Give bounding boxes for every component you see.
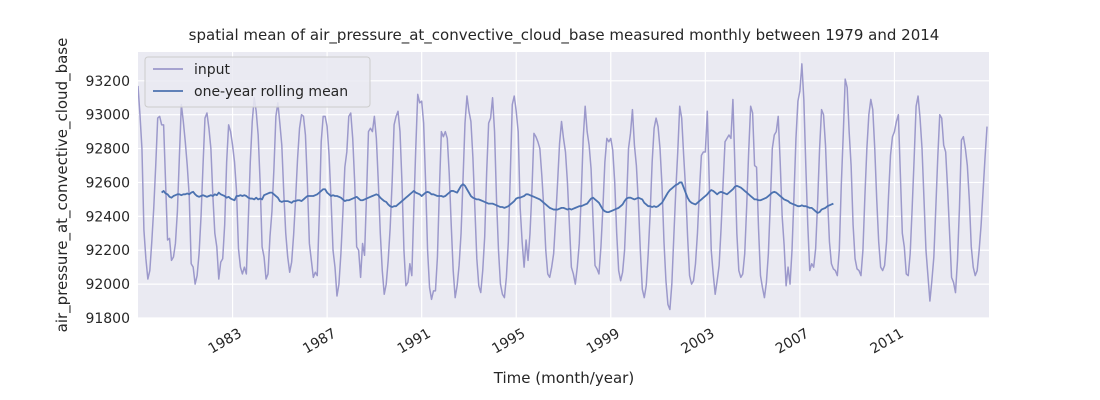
chart-title: spatial mean of air_pressure_at_convecti…	[189, 26, 940, 45]
y-tick-label: 92200	[85, 243, 130, 259]
x-tick-label: 2007	[773, 326, 812, 358]
x-tick-label: 1987	[300, 326, 339, 358]
y-tick-label: 92400	[85, 209, 130, 225]
series-line-rolling-mean	[161, 181, 834, 214]
x-tick-label: 2011	[868, 326, 907, 358]
series-line-input	[138, 63, 988, 311]
y-tick-label: 92000	[85, 277, 130, 293]
x-axis-ticks: 1983 1987 1991 1995 1999 2003 2007 2011	[206, 326, 907, 358]
x-tick-label: 1999	[584, 326, 623, 358]
legend: input one-year rolling mean	[144, 56, 371, 108]
y-tick-label: 93200	[85, 74, 130, 90]
legend-label: one-year rolling mean	[194, 84, 348, 100]
y-tick-label: 92800	[85, 142, 130, 158]
y-axis-label: air_pressure_at_convective_cloud_base	[53, 38, 72, 333]
x-tick-label: 1983	[206, 326, 245, 358]
x-tick-label: 1991	[395, 326, 434, 358]
legend-label: input	[194, 62, 231, 78]
x-axis-label: Time (month/year)	[493, 369, 634, 387]
x-tick-label: 2003	[678, 326, 717, 358]
y-axis-ticks: 91800 92000 92200 92400 92600 92800 93000 93200	[85, 74, 130, 327]
x-tick-label: 1995	[489, 326, 528, 358]
series-lines	[138, 63, 988, 311]
y-tick-label: 92600	[85, 175, 130, 191]
y-tick-label: 91800	[85, 311, 130, 327]
legend-box	[144, 56, 371, 108]
y-tick-label: 93000	[85, 108, 130, 124]
